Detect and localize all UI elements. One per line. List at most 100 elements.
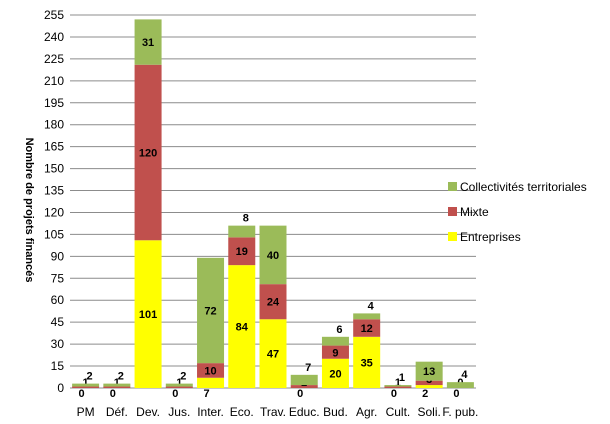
- data-label: 84: [236, 322, 249, 334]
- bar-segment: [197, 377, 225, 388]
- data-label: 6: [336, 324, 342, 336]
- x-tick-label: Dev.: [136, 405, 160, 419]
- data-label: 31: [142, 37, 154, 49]
- bar-segment: [353, 319, 381, 337]
- bar-segment: [353, 313, 381, 320]
- bar-segment: [321, 345, 349, 359]
- bar-segment: [197, 363, 225, 378]
- data-label: 2: [422, 388, 428, 400]
- data-label: 0: [297, 388, 303, 400]
- y-tick-label: 150: [44, 162, 64, 176]
- bar-segment: [415, 380, 443, 386]
- bar-segment: [134, 19, 162, 65]
- x-tick-label: Educ.: [289, 405, 320, 419]
- bar-segment: [72, 383, 100, 387]
- data-label: 101: [139, 309, 157, 321]
- data-label: 13: [423, 366, 435, 378]
- data-label: 0: [79, 388, 85, 400]
- data-label: 1: [176, 377, 182, 389]
- bar-segment: [165, 386, 193, 388]
- y-tick-label: 30: [51, 337, 65, 351]
- legend-label: Mixte: [460, 205, 489, 219]
- legend-swatch: [448, 182, 457, 191]
- bar-segment: [259, 284, 287, 320]
- y-tick-label: 120: [44, 205, 64, 219]
- data-label: 35: [361, 357, 373, 369]
- data-label: 12: [361, 323, 373, 335]
- bar-segment: [415, 361, 443, 381]
- y-tick-label: 105: [44, 227, 64, 241]
- y-tick-label: 135: [44, 184, 64, 198]
- x-tick-label: Agr.: [356, 405, 377, 419]
- bar-segment: [134, 240, 162, 388]
- x-tick-label: F. pub.: [442, 405, 478, 419]
- y-tick-label: 90: [51, 249, 65, 263]
- data-label: 0: [453, 388, 459, 400]
- data-label: 24: [267, 297, 280, 309]
- data-label: 2: [87, 371, 93, 383]
- y-tick-label: 15: [51, 359, 65, 373]
- y-tick-label: 210: [44, 74, 64, 88]
- x-tick-label: Jus.: [168, 405, 190, 419]
- legend-swatch: [448, 232, 457, 241]
- y-axis-label: Nombre de projets financés: [23, 138, 35, 283]
- data-label: 8: [243, 213, 249, 225]
- bar-segment: [259, 319, 287, 388]
- y-tick-label: 45: [51, 315, 65, 329]
- y-tick-label: 60: [51, 293, 65, 307]
- bar-segment: [228, 237, 256, 266]
- bar-segment: [259, 225, 287, 285]
- bar-segment: [103, 383, 131, 387]
- y-tick-label: 195: [44, 96, 64, 110]
- y-axis-title: Nombre de projets financés: [23, 138, 35, 283]
- data-label: 1: [114, 377, 120, 389]
- bar-segment: [321, 358, 349, 388]
- y-axis-ticks: 0 15 30 45 60 75 90 105 120 135 150 165 180 195 210 225…: [44, 8, 64, 395]
- bar-segment: [197, 257, 225, 364]
- data-label: 1: [395, 377, 401, 389]
- y-tick-label: 240: [44, 30, 64, 44]
- x-tick-label: Inter.: [197, 405, 224, 419]
- data-label: 2: [118, 371, 124, 383]
- legend-swatch: [448, 207, 457, 216]
- data-label: 7: [203, 388, 209, 400]
- bar-segment: [384, 385, 412, 387]
- data-label: 1: [399, 372, 405, 384]
- legend-label: Entreprises: [460, 230, 521, 244]
- y-tick-label: 165: [44, 140, 64, 154]
- x-tick-label: Trav.: [260, 405, 286, 419]
- y-tick-label: 180: [44, 118, 64, 132]
- bar-segment: [290, 374, 318, 386]
- x-tick-label: Déf.: [106, 405, 128, 419]
- legend: Collectivités territoriales Mixte Entrepri…: [448, 180, 587, 244]
- x-axis-ticks: PM Déf. Dev. Jus. Inter. Eco. Trav. Educ. Bud. Ag…: [77, 405, 479, 419]
- data-label: 2: [180, 371, 186, 383]
- x-tick-label: PM: [77, 405, 95, 419]
- bar-segment: [415, 385, 443, 388]
- legend-label: Collectivités territoriales: [460, 180, 587, 194]
- x-tick-label: Cult.: [386, 405, 411, 419]
- bar-segment: [72, 386, 100, 388]
- y-tick-label: 75: [51, 271, 65, 285]
- bars: 0120121011203101271072841984724400272096…: [72, 19, 474, 400]
- bar-segment: [384, 386, 412, 388]
- data-label: 1: [83, 377, 89, 389]
- bar-segment: [228, 265, 256, 388]
- data-label: 4: [368, 300, 375, 312]
- data-label: 47: [267, 349, 279, 361]
- bar-segment: [290, 385, 318, 388]
- bar-segment: [228, 225, 256, 238]
- bar-segment: [165, 383, 193, 387]
- data-label: 72: [204, 305, 216, 317]
- x-tick-label: Soli.: [417, 405, 440, 419]
- bar-segment: [321, 336, 349, 346]
- x-tick-label: Eco.: [230, 405, 254, 419]
- data-label: 120: [139, 147, 157, 159]
- bar-segment: [103, 386, 131, 388]
- data-label: 20: [329, 368, 341, 380]
- data-label: 40: [267, 250, 279, 262]
- y-tick-label: 0: [57, 381, 64, 395]
- data-label: 19: [236, 246, 248, 258]
- y-tick-label: 255: [44, 8, 64, 22]
- data-label: 9: [332, 348, 338, 360]
